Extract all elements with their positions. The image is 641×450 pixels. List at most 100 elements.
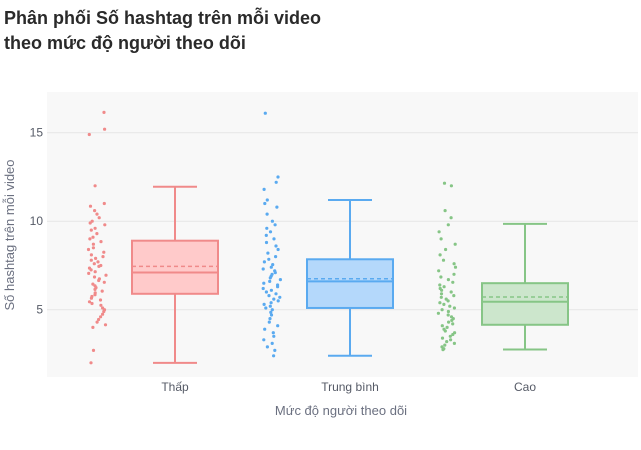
data-point [445, 325, 449, 329]
data-point [451, 332, 455, 337]
data-point [266, 251, 270, 255]
data-point [91, 235, 95, 239]
data-point [436, 311, 440, 315]
data-point [99, 315, 103, 319]
x-axis-title: Mức độ người theo dõi [275, 403, 407, 418]
data-point [447, 320, 451, 324]
data-point [91, 348, 96, 352]
data-point [437, 269, 441, 273]
data-point [443, 209, 447, 213]
data-point [91, 325, 95, 329]
data-point [440, 324, 444, 328]
data-point [91, 242, 95, 246]
data-point [270, 308, 274, 312]
data-point [274, 180, 278, 184]
data-point [89, 361, 93, 365]
data-point [439, 275, 443, 279]
data-point [91, 246, 95, 250]
box-series [86, 110, 219, 365]
data-point [101, 312, 105, 316]
data-point [439, 295, 443, 299]
data-point [263, 327, 267, 331]
data-point [263, 201, 267, 206]
box-series [436, 181, 569, 352]
data-point [446, 313, 450, 317]
data-point [93, 287, 97, 291]
data-point [270, 341, 274, 345]
iqr-box [481, 282, 569, 326]
data-point [268, 279, 272, 283]
data-point [87, 300, 92, 304]
data-point [264, 290, 268, 294]
data-point [274, 244, 278, 248]
data-point [97, 278, 101, 283]
data-point [272, 354, 276, 358]
data-point [453, 242, 457, 246]
data-point [449, 290, 453, 294]
data-point [95, 320, 99, 324]
data-point [89, 268, 93, 272]
data-point [89, 253, 93, 257]
data-point [441, 348, 445, 352]
data-point [443, 343, 447, 347]
data-point [96, 260, 100, 264]
data-point [265, 226, 269, 230]
data-point [92, 275, 97, 279]
data-point [262, 281, 266, 285]
data-point [267, 294, 271, 298]
data-point [97, 216, 101, 220]
data-point [102, 110, 106, 114]
data-point [268, 304, 272, 308]
data-point [451, 322, 455, 326]
data-point [446, 299, 450, 303]
data-point [93, 226, 97, 230]
data-point [99, 303, 103, 307]
data-point [449, 184, 453, 188]
data-point [263, 111, 267, 115]
data-point [448, 334, 452, 338]
data-point [92, 262, 96, 266]
data-point [443, 329, 447, 333]
y-tick-label: 10 [30, 214, 44, 228]
data-point [97, 264, 101, 268]
data-point [103, 223, 107, 227]
x-tick-label: Cao [514, 380, 536, 394]
data-point [87, 132, 91, 137]
data-point [444, 247, 448, 252]
data-point [103, 127, 107, 131]
data-point [275, 205, 279, 209]
box-series-group [86, 110, 569, 365]
data-point [271, 331, 275, 335]
plot-area-background [47, 92, 638, 377]
data-point [89, 258, 93, 262]
data-point [452, 262, 456, 266]
data-point [95, 232, 99, 236]
data-point [442, 302, 446, 306]
data-point [101, 255, 105, 259]
data-point [262, 302, 266, 306]
data-point [93, 293, 97, 297]
data-point [262, 260, 266, 264]
data-point [269, 313, 274, 317]
data-point [452, 294, 456, 298]
data-point [271, 263, 275, 267]
data-point [262, 187, 266, 191]
data-point [269, 288, 273, 292]
data-point [276, 324, 280, 328]
data-point [439, 292, 444, 296]
data-point [102, 280, 106, 284]
data-point [278, 295, 282, 299]
data-point [86, 247, 91, 252]
data-point [104, 273, 108, 277]
data-point [269, 301, 273, 305]
data-point [89, 228, 93, 232]
data-point [452, 306, 456, 310]
data-point [268, 230, 273, 234]
data-point [448, 304, 452, 308]
data-point [446, 309, 450, 314]
y-axis-ticks: 5 10 15 [30, 126, 44, 317]
y-tick-label: 5 [36, 303, 43, 317]
data-point [264, 233, 268, 237]
data-point [99, 240, 103, 244]
data-point [439, 237, 443, 241]
